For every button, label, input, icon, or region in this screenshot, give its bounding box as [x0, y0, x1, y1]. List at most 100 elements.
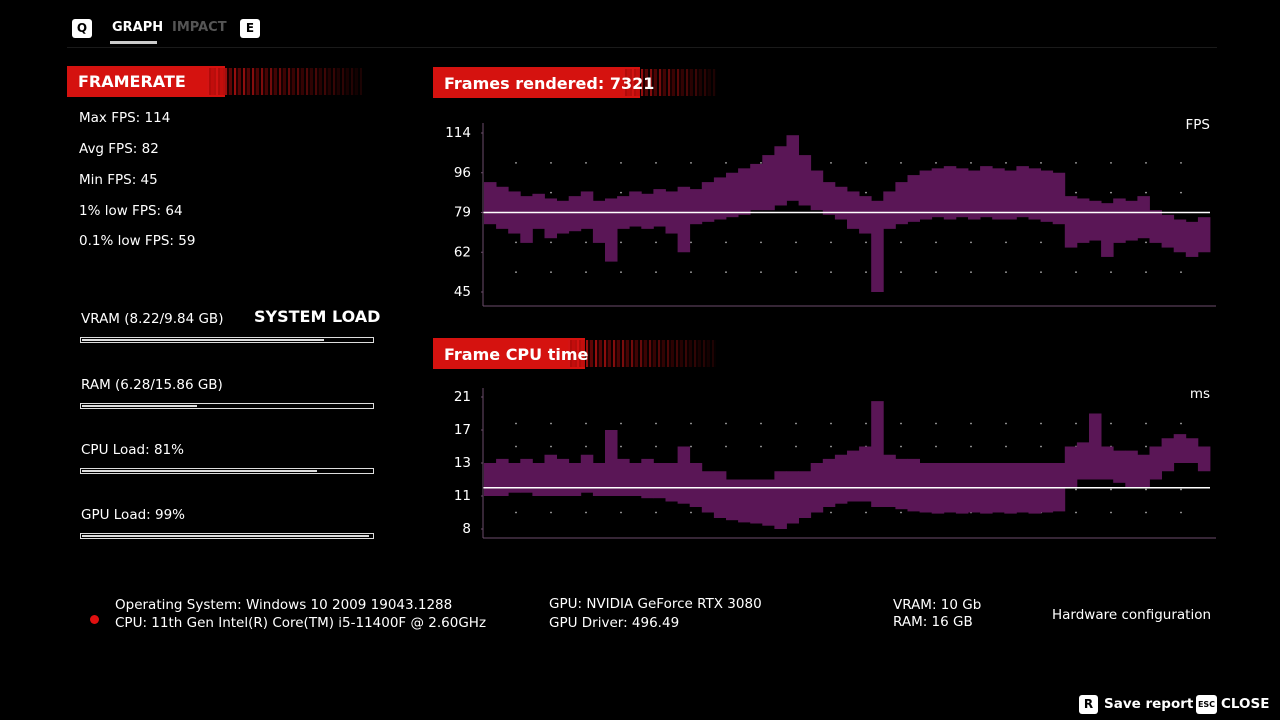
range-band	[592, 200, 606, 243]
stat: Avg FPS: 82	[79, 141, 159, 157]
range-band	[980, 166, 993, 218]
dot-grid	[1180, 511, 1182, 514]
dot-grid	[1005, 271, 1007, 274]
dot-grid	[830, 271, 832, 274]
key-hint[interactable]: E	[240, 19, 260, 38]
range-band	[1185, 438, 1199, 463]
range-band	[1076, 442, 1090, 480]
hw-info: GPU: NVIDIA GeForce RTX 3080	[549, 596, 762, 612]
dot-grid	[1110, 271, 1112, 274]
key-hint[interactable]: Q	[72, 19, 92, 38]
dot-grid	[1110, 191, 1112, 194]
dot-grid	[900, 161, 902, 164]
stat: 0.1% low FPS: 59	[79, 233, 196, 249]
dot-grid	[1145, 488, 1147, 491]
dot-grid	[515, 161, 517, 164]
range-band	[568, 463, 582, 496]
range-band	[762, 479, 775, 526]
dot-grid	[1075, 422, 1077, 425]
dot-grid	[1075, 488, 1077, 491]
key-hint[interactable]: R	[1079, 695, 1098, 714]
range-band	[508, 463, 521, 493]
y-tick-label: 114	[445, 125, 471, 141]
range-band	[1161, 214, 1175, 248]
y-tick-label: 8	[462, 521, 471, 537]
dot-grid	[655, 445, 657, 448]
range-band	[1197, 446, 1211, 472]
dot-grid	[690, 241, 692, 244]
range-band	[532, 193, 545, 229]
dot-grid	[690, 445, 692, 448]
hw-info: Operating System: Windows 10 2009 19043.…	[115, 597, 453, 613]
range-band	[689, 463, 703, 507]
range-band	[907, 458, 920, 512]
dot-grid	[620, 271, 622, 274]
range-band	[496, 186, 509, 229]
range-band	[943, 166, 957, 220]
range-band	[847, 450, 860, 502]
load-label: CPU Load: 81%	[81, 442, 184, 458]
range-band	[774, 146, 787, 206]
range-band	[738, 168, 751, 215]
range-band	[677, 446, 691, 504]
range-band	[1185, 221, 1199, 257]
dot-grid	[970, 445, 972, 448]
range-band	[641, 458, 654, 499]
range-band	[895, 182, 908, 225]
key-hint[interactable]: ESC	[1196, 695, 1217, 714]
range-band	[883, 454, 896, 507]
dot-grid	[1180, 488, 1182, 491]
load-bar	[80, 337, 374, 343]
range-band	[605, 430, 618, 496]
dot-grid	[1180, 191, 1182, 194]
dot-grid	[760, 445, 762, 448]
range-band	[871, 200, 884, 292]
section-header: Frame CPU time	[433, 338, 716, 369]
dot-grid	[970, 241, 972, 244]
range-band	[689, 189, 703, 225]
range-band	[1076, 198, 1090, 243]
range-band	[580, 191, 594, 229]
dot-grid	[550, 445, 552, 448]
dot-grid	[550, 191, 552, 194]
range-band	[1101, 446, 1114, 480]
range-band	[556, 458, 570, 496]
tab-active[interactable]: GRAPH	[112, 20, 164, 35]
dot-grid	[725, 445, 727, 448]
hw-title: Hardware configuration	[1052, 607, 1212, 623]
dot-grid	[865, 241, 867, 244]
range-band	[822, 458, 836, 507]
range-band	[520, 458, 533, 493]
y-tick-label: 62	[454, 244, 471, 260]
dot-grid	[690, 271, 692, 274]
tab[interactable]: IMPACT	[172, 20, 227, 35]
dot-grid	[935, 422, 937, 425]
range-band	[496, 458, 509, 496]
dot-grid	[1110, 161, 1112, 164]
dot-grid	[1145, 445, 1147, 448]
range-band	[1004, 170, 1017, 220]
dot-grid	[1040, 241, 1042, 244]
load-fill	[82, 535, 370, 537]
dot-grid	[585, 422, 587, 425]
status-dot	[90, 615, 99, 624]
range-band	[859, 446, 872, 502]
dot-grid	[970, 271, 972, 274]
action-close[interactable]: CLOSE	[1221, 696, 1270, 712]
y-tick-label: 13	[454, 455, 471, 471]
load-bar	[80, 468, 374, 474]
range-band	[677, 186, 691, 253]
range-band	[907, 175, 920, 222]
range-band	[822, 182, 836, 215]
range-band	[1173, 434, 1187, 463]
dot-grid	[935, 271, 937, 274]
dot-grid	[795, 422, 797, 425]
action-save[interactable]: Save report	[1104, 696, 1194, 712]
dot-grid	[1145, 161, 1147, 164]
dot-grid	[585, 511, 587, 514]
range-band	[484, 463, 497, 496]
y-tick-label: 96	[454, 165, 471, 181]
range-band	[520, 196, 533, 243]
range-band	[1028, 168, 1041, 220]
